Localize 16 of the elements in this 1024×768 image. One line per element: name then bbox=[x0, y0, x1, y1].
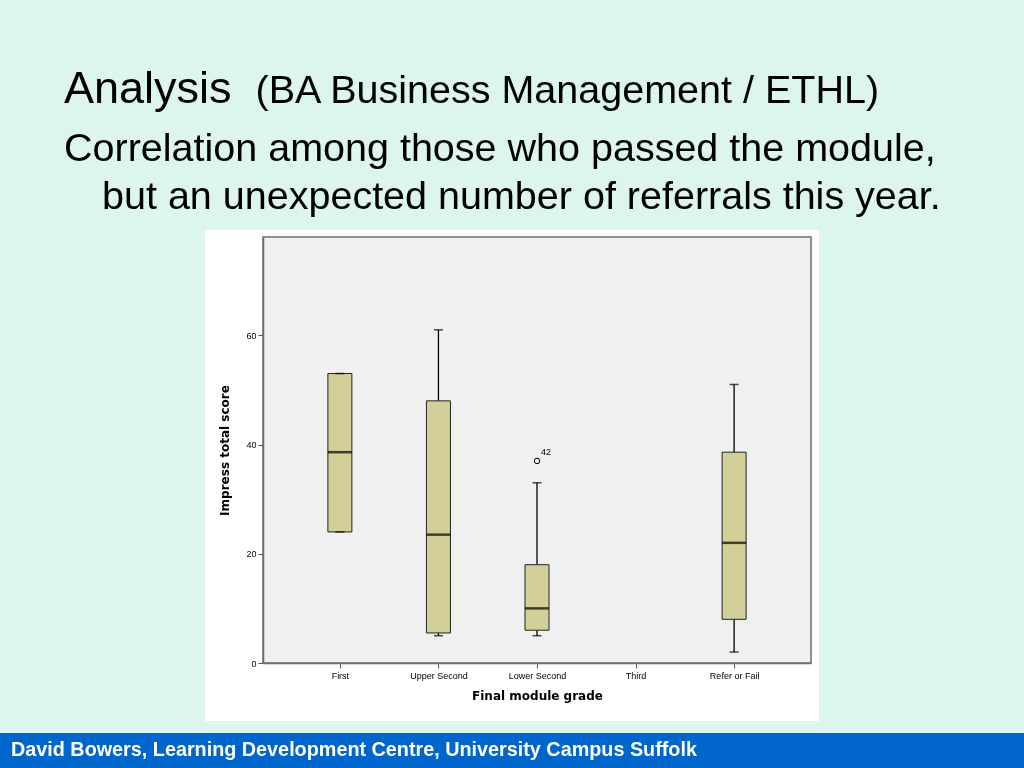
text: David Bowers, Learning Development Centre, University Campus Suffolk bbox=[11, 738, 697, 762]
annotation: 42 bbox=[541, 446, 552, 457]
y-tick-label: 20 bbox=[246, 549, 257, 560]
y-tick-label: 60 bbox=[246, 330, 257, 341]
x-tick-label: Lower Second bbox=[508, 670, 567, 681]
chart-title: Analysis bbox=[64, 62, 232, 113]
chart-subtitle: (BA Business Management / ETHL) bbox=[255, 67, 880, 111]
y-tick-label: 40 bbox=[246, 440, 257, 451]
x-axis-title: Final module grade bbox=[472, 688, 603, 703]
x-tick-label: Upper Second bbox=[410, 670, 468, 681]
x-tick-label: Third bbox=[625, 670, 647, 681]
y-axis-title: Impress total score bbox=[218, 385, 233, 516]
text: Correlation among those who passed the module, but an unexpected number of referrals this year. bbox=[64, 124, 942, 219]
y-tick-label: 0 bbox=[251, 658, 257, 669]
x-tick-label: First bbox=[331, 670, 350, 681]
x-tick-label: Refer or Fail bbox=[709, 670, 760, 681]
